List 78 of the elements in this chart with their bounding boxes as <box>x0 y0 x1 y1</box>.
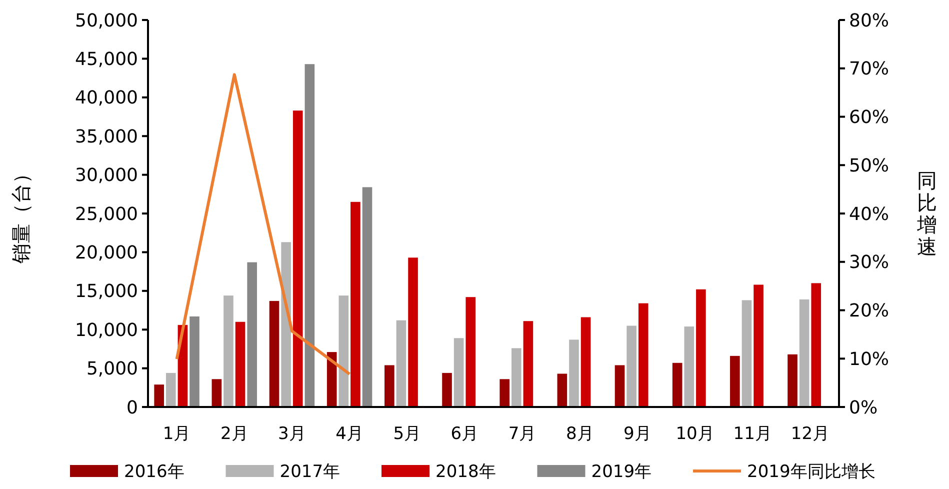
y-tick-label: 15,000 <box>75 281 138 302</box>
bar <box>304 64 315 407</box>
bar <box>235 322 246 407</box>
bar <box>614 365 625 407</box>
bar <box>500 379 510 407</box>
x-tick-label: 10月 <box>676 424 714 444</box>
y2-tick-label: 10% <box>849 348 890 370</box>
bar <box>730 356 740 407</box>
y-tick-label: 45,000 <box>75 49 138 70</box>
bar <box>672 362 682 407</box>
x-tick-label: 6月 <box>450 424 479 444</box>
bar <box>338 296 349 407</box>
line-series <box>175 73 352 376</box>
x-tick-label: 12月 <box>790 424 830 444</box>
bar <box>511 348 522 407</box>
y2-tick-label: 30% <box>849 252 890 274</box>
bar <box>212 379 222 407</box>
y2-tick-label: 40% <box>849 204 890 225</box>
x-tick-label: 2月 <box>220 424 248 444</box>
bar <box>442 372 452 407</box>
bar <box>569 340 579 407</box>
bar <box>190 316 200 407</box>
y2-tick-label: 70% <box>849 58 890 80</box>
y2-tick-label: 50% <box>849 155 890 176</box>
x-tick-label: 1月 <box>162 424 191 444</box>
bar <box>292 110 303 407</box>
bar <box>166 372 176 407</box>
bar <box>454 338 464 407</box>
legend-label: 2016年 <box>124 462 184 482</box>
bar <box>638 303 648 407</box>
legend-label: 2019年 <box>591 462 652 482</box>
bar <box>281 242 291 407</box>
y-tick-label: 50,000 <box>75 10 138 32</box>
y-axis-title: 销量（台） <box>9 164 33 264</box>
y-tick-label: 0 <box>126 397 138 418</box>
legend-label: 2018年 <box>436 462 496 482</box>
legend-label: 2017年 <box>280 462 340 482</box>
x-tick-label: 9月 <box>624 424 652 444</box>
y2-tick-label: 80% <box>849 10 890 32</box>
y-tick-label: 30,000 <box>75 165 138 186</box>
x-tick-label: 5月 <box>393 424 422 444</box>
x-tick-label: 11月 <box>733 424 772 444</box>
y-tick-label: 25,000 <box>75 204 138 225</box>
bar <box>580 317 591 407</box>
x-tick-label: 8月 <box>566 424 594 444</box>
y2-axis-title: 同比增速 <box>916 168 937 258</box>
bar <box>269 300 280 407</box>
bar <box>396 320 406 407</box>
y-tick-label: 40,000 <box>75 88 138 109</box>
x-tick-label: 7月 <box>508 424 536 444</box>
x-tick-label: 3月 <box>278 424 306 444</box>
legend-label: 2019年同比增长 <box>747 462 876 482</box>
bar <box>384 365 394 407</box>
bar <box>224 296 234 407</box>
bar <box>696 289 706 407</box>
y2-tick-label: 0% <box>849 397 878 418</box>
y-tick-label: 35,000 <box>75 126 138 148</box>
y2-tick-label: 60% <box>849 107 890 128</box>
bar <box>799 299 810 407</box>
y-tick-label: 5,000 <box>86 358 138 380</box>
x-tick-label: 4月 <box>336 424 364 444</box>
y2-tick-label: 20% <box>849 300 890 322</box>
y-tick-label: 10,000 <box>75 320 138 341</box>
bar <box>754 284 764 407</box>
bar <box>684 326 694 407</box>
bar <box>154 384 164 407</box>
bar <box>247 262 257 407</box>
bar <box>362 187 372 407</box>
bar <box>788 354 798 407</box>
bar <box>811 283 822 407</box>
bar <box>742 300 752 407</box>
bar <box>626 326 636 407</box>
bar <box>557 374 568 407</box>
bar <box>466 297 476 407</box>
bar <box>408 258 418 407</box>
bar <box>350 202 360 407</box>
y-tick-label: 20,000 <box>75 242 138 264</box>
bar <box>523 321 534 407</box>
